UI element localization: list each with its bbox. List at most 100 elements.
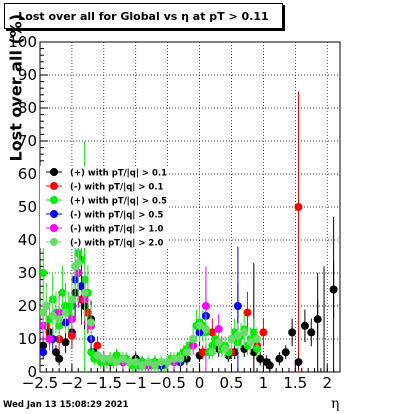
- data-point: [214, 338, 223, 347]
- data-point: [48, 311, 57, 320]
- data-point: [307, 328, 316, 337]
- data-point: [93, 341, 102, 350]
- x-tick-label: −2.5: [22, 374, 58, 392]
- data-point: [87, 318, 96, 327]
- data-point: [201, 325, 210, 334]
- data-point: [40, 348, 48, 357]
- data-point: [233, 331, 242, 340]
- data-point: [40, 308, 48, 317]
- y-tick-label: 30: [18, 264, 37, 282]
- data-point: [170, 354, 179, 363]
- legend-marker: [50, 210, 58, 218]
- data-point: [87, 348, 96, 357]
- data-point: [182, 348, 191, 357]
- data-point: [163, 358, 172, 367]
- data-point: [131, 358, 140, 367]
- x-tick-label: 1.5: [283, 374, 307, 392]
- x-tick-label: 0.5: [220, 374, 244, 392]
- data-point: [42, 302, 51, 310]
- data-point: [243, 308, 252, 317]
- data-point: [313, 315, 322, 324]
- data-point: [61, 308, 70, 317]
- legend-marker: [50, 196, 58, 204]
- data-point: [138, 361, 147, 370]
- y-tick-label: 40: [18, 231, 37, 249]
- data-point: [329, 285, 338, 294]
- data-point: [99, 354, 108, 363]
- data-point: [294, 358, 303, 367]
- legend-label: (-) with pT/|q| > 0.5: [70, 211, 164, 221]
- data-point: [256, 354, 265, 363]
- x-axis-label: η: [331, 396, 340, 412]
- data-point: [106, 354, 115, 363]
- legend-label: (+) with pT/|q| > 0.1: [70, 169, 167, 179]
- data-point: [288, 328, 297, 337]
- legend-label: (-) with pT/|q| > 2.0: [70, 239, 164, 249]
- data-point: [40, 269, 48, 277]
- data-point: [198, 348, 207, 357]
- data-point: [55, 315, 64, 324]
- x-tick-label: −0.5: [149, 374, 185, 392]
- y-tick-label: 60: [18, 165, 37, 183]
- legend-label: (+) with pT/|q| > 0.5: [70, 197, 167, 207]
- chart-title: Lost over all for Global vs η at pT > 0.…: [4, 3, 283, 29]
- legend-marker: [50, 182, 58, 190]
- data-point: [221, 344, 230, 353]
- data-point: [176, 354, 185, 363]
- data-layer: [40, 91, 338, 372]
- data-point: [61, 338, 70, 347]
- data-point: [93, 351, 102, 360]
- x-tick-label: −1.5: [86, 374, 122, 392]
- data-point: [240, 328, 249, 337]
- y-tick-label: 70: [18, 132, 37, 150]
- data-point: [77, 282, 86, 291]
- legend-label: (-) with pT/|q| > 0.1: [70, 183, 164, 193]
- legend-box: [40, 166, 168, 248]
- data-point: [58, 288, 67, 297]
- data-point: [246, 338, 255, 347]
- data-point: [214, 325, 223, 334]
- data-point: [249, 328, 258, 337]
- data-point: [45, 335, 54, 343]
- data-point: [55, 354, 64, 363]
- data-point: [300, 321, 309, 330]
- data-point: [195, 321, 204, 330]
- data-point: [208, 348, 217, 357]
- legend-marker: [50, 224, 58, 232]
- y-tick-label: 10: [18, 330, 37, 348]
- legend-marker: [50, 168, 58, 176]
- data-point: [189, 335, 198, 343]
- legend-label: (-) with pT/|q| > 1.0: [70, 225, 164, 235]
- data-point: [144, 358, 153, 367]
- data-point: [51, 348, 60, 357]
- data-point: [157, 358, 166, 367]
- data-point: [265, 361, 274, 370]
- data-point: [74, 259, 83, 268]
- data-point: [125, 358, 134, 367]
- y-tick-label: 100: [8, 33, 37, 51]
- y-tick-label: 80: [18, 99, 37, 117]
- data-point: [281, 348, 290, 357]
- y-tick-label: 90: [18, 66, 37, 84]
- x-tick-label: −2: [61, 374, 83, 392]
- data-point: [227, 335, 236, 343]
- data-point: [208, 328, 217, 337]
- y-axis-label: Lost over all (%): [6, 13, 26, 162]
- data-point: [80, 288, 89, 297]
- data-point: [275, 354, 284, 363]
- data-point: [233, 302, 242, 310]
- data-point: [112, 358, 121, 367]
- data-point: [150, 361, 159, 370]
- data-point: [259, 328, 268, 337]
- data-point: [118, 354, 127, 363]
- data-point: [253, 335, 262, 343]
- timestamp-footer: Wed Jan 13 15:08:29 2021: [3, 400, 129, 410]
- x-tick-label: 2: [322, 374, 332, 392]
- data-point: [294, 203, 303, 211]
- x-tick-label: 0: [195, 374, 205, 392]
- x-tick-label: −1: [125, 374, 147, 392]
- x-tick-label: 1: [259, 374, 269, 392]
- y-tick-label: 20: [18, 297, 37, 315]
- y-tick-label: 50: [18, 198, 37, 216]
